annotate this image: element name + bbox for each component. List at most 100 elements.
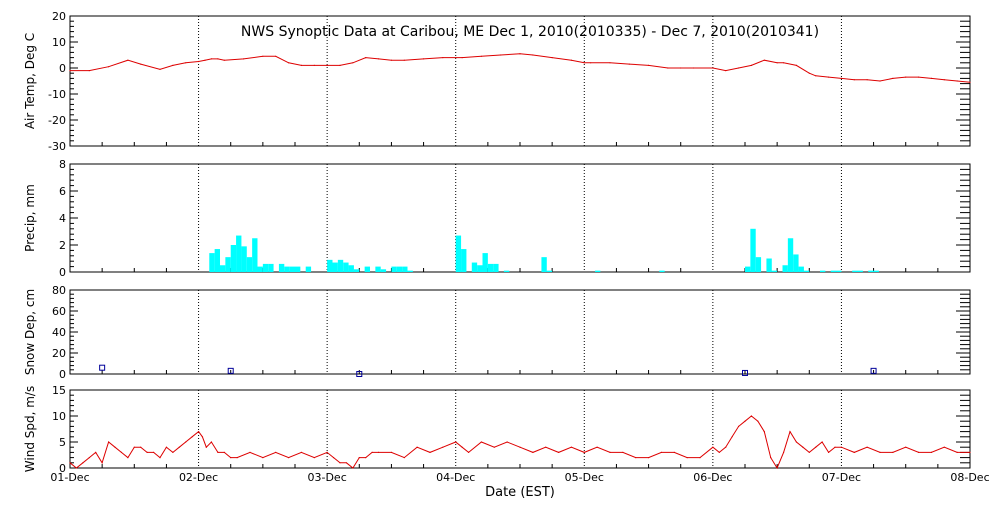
precip-bar (482, 253, 488, 272)
precip-bar (284, 266, 290, 272)
wind-data-point (159, 457, 161, 459)
air-data-point (210, 58, 213, 60)
wind-data-point (201, 436, 204, 438)
precip-bar (295, 266, 301, 272)
precip-bar (278, 263, 285, 272)
precip-bar (798, 266, 804, 272)
precip-bar (220, 265, 226, 272)
wind-data-point (178, 446, 180, 448)
wind-data-point (95, 451, 97, 453)
air-data-point (815, 75, 817, 77)
y-tick-label: 10 (52, 36, 66, 49)
air-data-point (300, 64, 303, 66)
plot-frame (69, 389, 971, 469)
wind-data-point (82, 462, 84, 464)
wind-data-point (313, 457, 315, 459)
wind-data-point (647, 457, 650, 459)
precip-bar (766, 258, 772, 272)
panel-snow: 0 20 40 60 80 Snow Dep, cm (23, 284, 971, 381)
air-data-point (275, 55, 277, 57)
air-data-point (500, 54, 502, 56)
air-data-point (750, 64, 753, 66)
y-axis-label: Snow Dep, cm (23, 289, 37, 375)
wind-data-point (339, 462, 341, 464)
precip-bar (745, 266, 751, 272)
y-tick-label: 2 (59, 239, 66, 252)
air-data-point (519, 53, 521, 55)
air-data-point (725, 70, 727, 72)
wind-data-point (879, 451, 881, 453)
wind-data-point (262, 457, 264, 459)
air-series-line (70, 53, 971, 83)
precip-bar (241, 246, 247, 272)
air-data-point (917, 76, 920, 78)
snow-depth-marker (356, 371, 363, 377)
y-tick-label: 60 (52, 305, 66, 318)
wind-data-point (815, 446, 817, 448)
air-data-point (140, 63, 142, 65)
wind-data-point (866, 446, 868, 448)
wind-series-line (69, 415, 970, 470)
air-data-point (943, 79, 945, 81)
wind-data-point (429, 451, 431, 453)
precip-bar (257, 266, 263, 272)
wind-data-point (205, 446, 207, 448)
wind-data-point (455, 441, 457, 443)
wind-data-point (133, 446, 135, 448)
wind-data-point (101, 462, 103, 464)
air-data-point (827, 76, 830, 78)
wind-data-point (69, 462, 71, 464)
wind-data-point (191, 436, 193, 438)
wind-data-point (352, 467, 354, 469)
wind-data-point (782, 451, 785, 453)
wind-data-point (75, 467, 78, 469)
precip-bar (750, 228, 756, 272)
y-tick-label: 0 (59, 462, 66, 475)
wind-data-point (731, 436, 733, 438)
precip-bar (857, 270, 863, 272)
y-tick-label: 20 (52, 347, 66, 360)
precip-bar (852, 270, 858, 272)
snow-depth-marker (742, 369, 748, 376)
x-axis-label: Date (EST) (485, 485, 555, 500)
wind-data-point (152, 451, 155, 453)
air-data-point (422, 58, 425, 60)
wind-data-point (172, 451, 174, 453)
wind-data-point (789, 431, 791, 433)
wind-data-point (776, 467, 778, 469)
wind-data-point (127, 457, 129, 459)
wind-data-point (275, 451, 277, 453)
wind-data-point (699, 457, 701, 459)
air-data-point (570, 59, 573, 61)
wind-data-point (795, 441, 798, 443)
wind-data-point (390, 451, 393, 453)
wind-data-point (403, 457, 405, 459)
air-data-point (365, 57, 367, 59)
snow-depth-marker (870, 367, 877, 374)
wind-data-point (545, 446, 547, 448)
wind-data-point (365, 457, 367, 459)
air-data-point (737, 67, 740, 69)
y-tick-label: 40 (52, 326, 66, 339)
y-tick-label: -10 (48, 88, 66, 101)
wind-data-point (596, 446, 598, 448)
wind-data-point (332, 457, 335, 459)
air-data-point (262, 55, 264, 57)
wind-data-point (956, 451, 958, 453)
wind-data-point (827, 451, 830, 453)
air-data-point (892, 77, 894, 79)
chart-title: NWS Synoptic Data at Caribou, ME Dec 1, … (241, 24, 819, 40)
air-data-point (88, 70, 90, 72)
panel-precip: 0 2 4 6 8 Precip, mm (23, 158, 971, 279)
air-data-point (866, 79, 868, 81)
air-data-point (480, 55, 483, 57)
precip-bar (541, 257, 547, 272)
air-data-point (808, 72, 810, 74)
air-data-point (403, 59, 405, 61)
wind-data-point (371, 451, 373, 453)
wind-data-point (146, 451, 148, 453)
precip-bar (230, 245, 237, 272)
wind-data-point (114, 446, 116, 448)
